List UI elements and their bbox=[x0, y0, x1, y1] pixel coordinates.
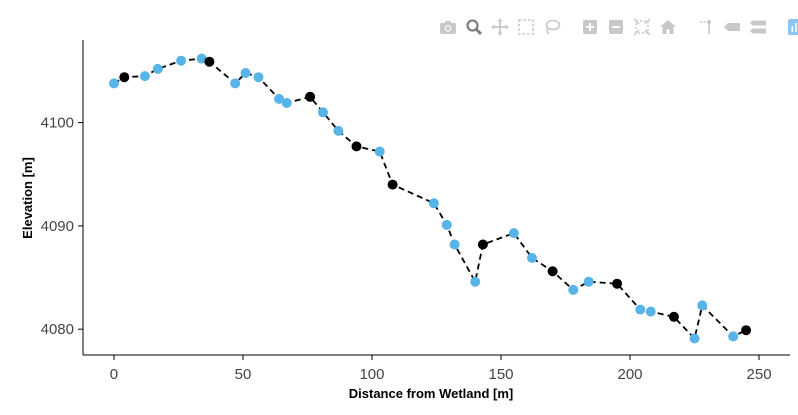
data-point[interactable] bbox=[612, 278, 623, 289]
data-point[interactable] bbox=[240, 68, 251, 78]
lasso-select-icon bbox=[545, 19, 561, 35]
spike-lines-button[interactable] bbox=[696, 17, 716, 37]
zoom-out-icon bbox=[609, 20, 623, 34]
zoom-in-button[interactable] bbox=[580, 17, 600, 37]
spike-lines-icon bbox=[700, 20, 711, 34]
elevation-line bbox=[113, 57, 747, 341]
zoom-out-button[interactable] bbox=[606, 17, 626, 37]
data-point[interactable] bbox=[508, 228, 519, 239]
data-point[interactable] bbox=[230, 78, 241, 89]
autoscale-icon bbox=[633, 18, 651, 36]
y-axis-title: Elevation [m] bbox=[20, 157, 35, 239]
y-ticks: 4080 4090 4100 bbox=[41, 115, 83, 338]
data-point[interactable] bbox=[428, 198, 439, 209]
data-point[interactable] bbox=[583, 276, 594, 287]
data-point[interactable] bbox=[333, 125, 344, 136]
y-tick-label: 4080 bbox=[41, 321, 74, 338]
data-point[interactable] bbox=[318, 107, 328, 118]
data-point[interactable] bbox=[689, 333, 700, 344]
data-point[interactable] bbox=[741, 325, 752, 336]
data-point[interactable] bbox=[635, 304, 646, 315]
data-point[interactable] bbox=[527, 252, 537, 263]
data-point[interactable] bbox=[441, 219, 452, 230]
plot-area[interactable] bbox=[109, 53, 752, 344]
x-tick-label: 50 bbox=[235, 366, 252, 383]
camera-icon bbox=[440, 21, 456, 34]
y-tick-label: 4090 bbox=[41, 218, 74, 235]
data-point[interactable] bbox=[176, 55, 187, 66]
data-point[interactable] bbox=[351, 141, 362, 152]
hover-closest-button[interactable] bbox=[722, 17, 742, 37]
zoom-in-icon bbox=[583, 20, 597, 34]
x-tick-label: 0 bbox=[110, 366, 118, 383]
pan-button[interactable] bbox=[490, 17, 510, 37]
x-tick-label: 100 bbox=[359, 366, 384, 383]
data-point[interactable] bbox=[253, 72, 264, 83]
data-point[interactable] bbox=[204, 56, 215, 67]
data-point[interactable] bbox=[281, 98, 292, 108]
data-point[interactable] bbox=[449, 239, 460, 250]
data-point[interactable] bbox=[645, 306, 656, 317]
data-point[interactable] bbox=[568, 284, 579, 295]
autoscale-button[interactable] bbox=[632, 17, 652, 37]
data-point[interactable] bbox=[697, 300, 708, 311]
x-axis-title: Distance from Wetland [m] bbox=[349, 386, 513, 401]
data-point[interactable] bbox=[196, 53, 207, 64]
y-tick-label: 4100 bbox=[41, 115, 74, 132]
zoom-button[interactable] bbox=[464, 17, 484, 37]
data-point[interactable] bbox=[477, 239, 488, 250]
box-select-button[interactable] bbox=[516, 17, 536, 37]
data-point[interactable] bbox=[274, 93, 285, 104]
hover-compare-icon bbox=[750, 20, 766, 34]
pan-icon bbox=[491, 18, 509, 36]
box-select-icon bbox=[518, 19, 534, 35]
x-tick-label: 200 bbox=[618, 366, 643, 383]
home-icon bbox=[660, 20, 676, 34]
data-point[interactable] bbox=[728, 331, 739, 342]
plotly-logo-button[interactable] bbox=[786, 17, 798, 37]
data-point[interactable] bbox=[668, 311, 679, 322]
camera-button[interactable] bbox=[438, 17, 458, 37]
data-point[interactable] bbox=[547, 266, 558, 277]
data-point[interactable] bbox=[119, 72, 130, 83]
data-point[interactable] bbox=[374, 146, 385, 157]
data-point[interactable] bbox=[152, 63, 163, 74]
data-point[interactable] bbox=[387, 179, 398, 190]
data-point[interactable] bbox=[470, 276, 481, 287]
data-point[interactable] bbox=[109, 78, 119, 89]
data-point[interactable] bbox=[139, 71, 150, 82]
hover-closest-icon bbox=[724, 23, 740, 31]
plotly-logo-icon bbox=[788, 19, 798, 35]
x-ticks: 0 50 100 150 200 250 bbox=[110, 355, 772, 383]
modebar bbox=[438, 16, 798, 38]
x-tick-label: 150 bbox=[488, 366, 513, 383]
x-tick-label: 250 bbox=[747, 366, 772, 383]
home-button[interactable] bbox=[658, 17, 678, 37]
zoom-icon bbox=[466, 19, 483, 36]
hover-compare-button[interactable] bbox=[748, 17, 768, 37]
data-point[interactable] bbox=[305, 91, 316, 102]
lasso-select-button[interactable] bbox=[542, 17, 562, 37]
